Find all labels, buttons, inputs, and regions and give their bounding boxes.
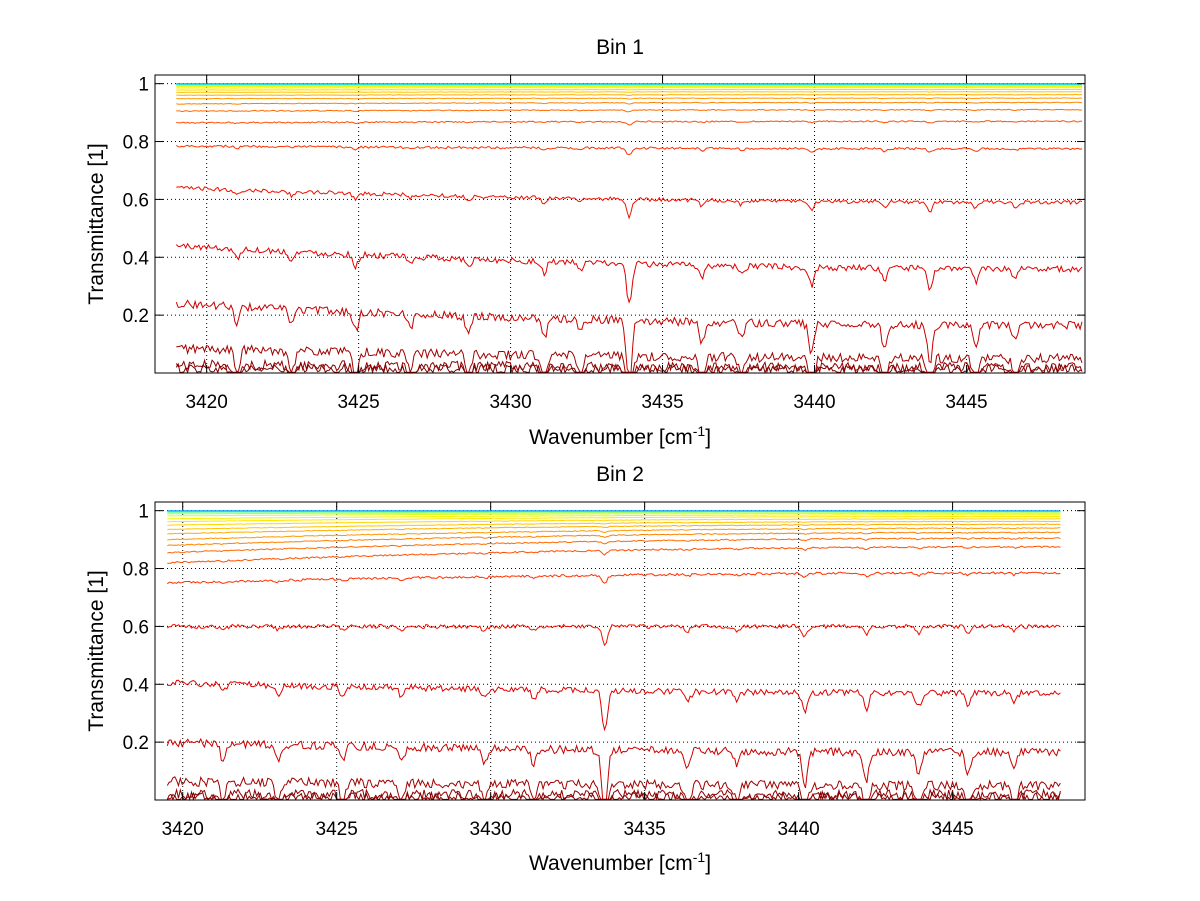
x-tick-label: 3445: [945, 392, 987, 413]
series-line: [167, 512, 1061, 517]
chart-title: Bin 1: [596, 36, 644, 59]
x-tick-label: 3445: [931, 819, 973, 840]
series-line: [167, 537, 1061, 554]
axes-frame: [154, 501, 1086, 801]
y-axis-label: Transmittance [1]: [85, 143, 108, 304]
y-tick-label: 0.6: [123, 617, 149, 638]
series-line: [176, 97, 1083, 100]
x-axis-label: Wavenumber [cm-1]: [529, 423, 711, 449]
chart-bin-2: 3420 3425 3430 3435 3440 3445 0.2 0.4 0.6 0.8 1 B…: [85, 463, 1086, 875]
series-line: [176, 93, 1083, 97]
y-tick-label: 1: [138, 75, 149, 96]
x-tick-label: 3440: [793, 392, 835, 413]
series-line: [176, 120, 1083, 126]
y-tick-labels: 0.2 0.4 0.6 0.8 1: [123, 75, 150, 327]
x-axis-label: Wavenumber [cm-1]: [529, 849, 711, 875]
y-tick-label: 0.6: [123, 190, 149, 211]
series-line: [166, 623, 1061, 647]
x-tick-label: 3430: [470, 819, 512, 840]
plot-background: [155, 75, 1085, 373]
series-group: [175, 83, 1083, 375]
series-line: [167, 527, 1061, 541]
series-line: [175, 299, 1083, 373]
series-line: [166, 737, 1061, 800]
series-line: [167, 514, 1061, 520]
x-tick-label: 3440: [777, 819, 819, 840]
x-tick-label: 3420: [162, 819, 204, 840]
series-line: [176, 91, 1082, 94]
series-line: [167, 679, 1061, 732]
y-tick-labels: 0.2 0.4 0.6 0.8 1: [123, 502, 150, 754]
series-line: [176, 185, 1083, 220]
y-tick-label: 0.2: [123, 733, 149, 754]
series-line: [167, 545, 1061, 564]
series-line: [176, 144, 1083, 156]
tick-marks: [155, 502, 1085, 800]
x-tick-label: 3420: [186, 392, 228, 413]
series-group: [166, 510, 1061, 802]
y-tick-label: 0.8: [123, 560, 149, 581]
y-tick-label: 0.2: [123, 306, 149, 327]
series-line: [175, 242, 1083, 304]
axes-frame: [154, 74, 1086, 374]
chart-title: Bin 2: [596, 463, 644, 486]
x-tick-label: 3425: [316, 819, 358, 840]
series-line: [167, 531, 1061, 547]
series-line: [167, 511, 1061, 515]
chart-bin-1: 3420 3425 3430 3435 3440 3445 0.2 0.4 0.6 0.8 1 B…: [85, 36, 1086, 449]
tick-marks: [155, 75, 1085, 373]
x-tick-labels: 3420 3425 3430 3435 3440 3445: [162, 819, 974, 840]
x-tick-label: 3435: [641, 392, 683, 413]
series-line: [166, 571, 1061, 585]
y-tick-label: 1: [138, 502, 149, 523]
x-tick-label: 3425: [337, 392, 379, 413]
series-line: [176, 101, 1083, 105]
plot-background: [155, 502, 1085, 800]
series-line: [167, 523, 1061, 535]
x-tick-labels: 3420 3425 3430 3435 3440 3445: [186, 392, 988, 413]
y-tick-label: 0.4: [123, 248, 150, 269]
x-tick-label: 3435: [623, 819, 665, 840]
y-axis-label: Transmittance [1]: [85, 570, 108, 731]
series-line: [167, 515, 1061, 523]
y-tick-label: 0.8: [123, 133, 149, 154]
y-tick-label: 0.4: [123, 675, 150, 696]
x-tick-label: 3430: [489, 392, 531, 413]
series-line: [167, 520, 1061, 531]
series-line: [167, 787, 1061, 802]
series-line: [166, 790, 1061, 802]
series-line: [176, 108, 1083, 113]
series-line: [167, 518, 1061, 526]
series-line: [176, 88, 1083, 91]
series-line: [166, 775, 1061, 801]
